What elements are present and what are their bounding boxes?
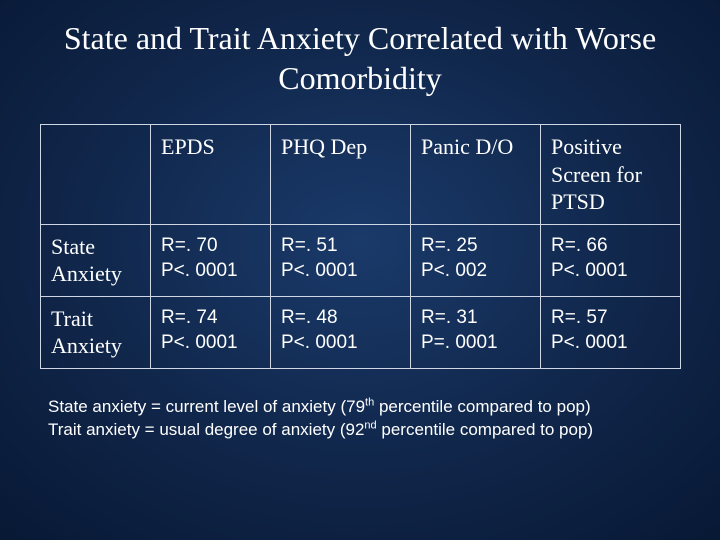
footnote-text: State anxiety = current level of anxiety… — [48, 397, 365, 416]
table-header-row: EPDS PHQ Dep Panic D/O Positive Screen f… — [41, 125, 681, 225]
cell-state-panic: R=. 25 P<. 002 — [411, 224, 541, 296]
footnote-text: percentile compared to pop) — [377, 420, 593, 439]
cell-state-epds: R=. 70 P<. 0001 — [151, 224, 271, 296]
footnote-line1: State anxiety = current level of anxiety… — [48, 395, 680, 419]
header-epds: EPDS — [151, 125, 271, 225]
footnote: State anxiety = current level of anxiety… — [48, 395, 680, 443]
cell-p: P<. 002 — [421, 260, 487, 281]
footnote-text: percentile compared to pop) — [374, 397, 590, 416]
cell-state-phq: R=. 51 P<. 0001 — [271, 224, 411, 296]
cell-state-ptsd: R=. 66 P<. 0001 — [541, 224, 681, 296]
cell-p: P<. 0001 — [281, 260, 358, 281]
table-row: Trait Anxiety R=. 74 P<. 0001 R=. 48 P<.… — [41, 296, 681, 368]
cell-p: P<. 0001 — [281, 332, 358, 353]
footnote-text: Trait anxiety = usual degree of anxiety … — [48, 420, 364, 439]
cell-r: R=. 31 — [421, 307, 478, 328]
header-blank — [41, 125, 151, 225]
cell-p: P<. 0001 — [161, 260, 238, 281]
cell-p: P<. 0001 — [551, 260, 628, 281]
cell-r: R=. 66 — [551, 235, 608, 256]
cell-r: R=. 57 — [551, 307, 608, 328]
ordinal-sup: nd — [364, 420, 376, 432]
cell-r: R=. 51 — [281, 235, 338, 256]
cell-trait-epds: R=. 74 P<. 0001 — [151, 296, 271, 368]
cell-p: P=. 0001 — [421, 332, 498, 353]
header-panic: Panic D/O — [411, 125, 541, 225]
cell-r: R=. 48 — [281, 307, 338, 328]
cell-trait-ptsd: R=. 57 P<. 0001 — [541, 296, 681, 368]
header-phq: PHQ Dep — [271, 125, 411, 225]
slide-title: State and Trait Anxiety Correlated with … — [40, 18, 680, 98]
cell-p: P<. 0001 — [551, 332, 628, 353]
ordinal-sup: th — [365, 396, 374, 408]
row-label-trait: Trait Anxiety — [41, 296, 151, 368]
cell-trait-panic: R=. 31 P=. 0001 — [411, 296, 541, 368]
correlation-table: EPDS PHQ Dep Panic D/O Positive Screen f… — [40, 124, 681, 369]
cell-r: R=. 74 — [161, 307, 218, 328]
row-label-state: State Anxiety — [41, 224, 151, 296]
cell-r: R=. 25 — [421, 235, 478, 256]
cell-p: P<. 0001 — [161, 332, 238, 353]
cell-r: R=. 70 — [161, 235, 218, 256]
header-ptsd: Positive Screen for PTSD — [541, 125, 681, 225]
footnote-line2: Trait anxiety = usual degree of anxiety … — [48, 418, 680, 442]
slide: State and Trait Anxiety Correlated with … — [0, 0, 720, 540]
cell-trait-phq: R=. 48 P<. 0001 — [271, 296, 411, 368]
table-row: State Anxiety R=. 70 P<. 0001 R=. 51 P<.… — [41, 224, 681, 296]
